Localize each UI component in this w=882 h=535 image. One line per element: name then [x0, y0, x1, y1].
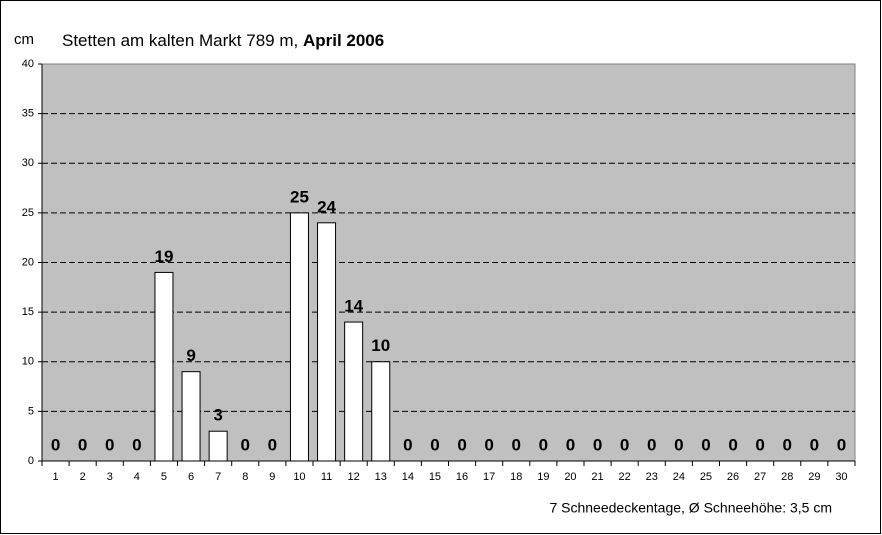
y-tick-label: 25 [22, 207, 34, 219]
x-tick-label: 2 [80, 471, 86, 483]
x-tick-label: 20 [564, 471, 576, 483]
x-tick-label: 29 [808, 471, 820, 483]
value-label: 0 [647, 435, 656, 454]
value-label: 14 [344, 297, 363, 316]
bar [371, 361, 391, 462]
value-label: 0 [674, 435, 683, 454]
x-tick-label: 27 [754, 471, 766, 483]
value-label: 0 [268, 435, 277, 454]
value-label: 0 [810, 435, 819, 454]
x-tick-label: 24 [673, 471, 685, 483]
y-axis-unit: cm [14, 31, 34, 48]
value-label: 0 [701, 435, 710, 454]
value-label: 0 [484, 435, 493, 454]
y-tick-label: 20 [22, 256, 34, 268]
value-label: 0 [403, 435, 412, 454]
x-tick-label: 6 [188, 471, 194, 483]
footnote: 7 Schneedeckentage, Ø Schneehöhe: 3,5 cm [549, 500, 832, 516]
x-tick-label: 11 [321, 471, 332, 483]
value-label: 9 [186, 346, 195, 365]
value-label: 0 [78, 435, 87, 454]
x-tick-label: 26 [727, 471, 739, 483]
x-tick-label: 7 [215, 471, 221, 483]
y-tick-label: 15 [22, 306, 34, 318]
bar [344, 321, 364, 462]
value-label: 0 [837, 435, 846, 454]
y-tick-label: 10 [22, 356, 34, 368]
value-label: 25 [290, 187, 309, 206]
x-tick-label: 12 [348, 471, 360, 483]
value-label: 0 [539, 435, 548, 454]
value-label: 0 [51, 435, 60, 454]
value-label: 0 [783, 435, 792, 454]
title-text: Stetten am kalten Markt 789 m, [62, 31, 298, 50]
value-label: 0 [457, 435, 466, 454]
bar [289, 212, 309, 462]
x-tick-label: 9 [269, 471, 275, 483]
x-tick-label: 19 [537, 471, 549, 483]
value-label: 0 [566, 435, 575, 454]
value-label: 0 [241, 435, 250, 454]
bar [317, 222, 337, 462]
value-label: 3 [213, 406, 222, 425]
x-tick-label: 3 [107, 471, 113, 483]
bar [154, 271, 174, 462]
value-label: 19 [154, 247, 173, 266]
chart-title: Stetten am kalten Markt 789 m, April 200… [62, 31, 384, 50]
value-label: 24 [317, 197, 336, 216]
value-label: 0 [755, 435, 764, 454]
y-tick-label: 30 [22, 157, 34, 169]
x-tick-label: 5 [161, 471, 167, 483]
x-tick-label: 28 [781, 471, 793, 483]
value-label: 10 [371, 336, 390, 355]
x-tick-label: 30 [835, 471, 847, 483]
x-tick-label: 18 [510, 471, 522, 483]
value-label: 0 [593, 435, 602, 454]
bar [208, 430, 228, 462]
y-tick-label: 35 [22, 108, 34, 120]
value-label: 0 [430, 435, 439, 454]
x-tick-label: 22 [619, 471, 631, 483]
x-tick-label: 25 [700, 471, 712, 483]
y-tick-label: 5 [28, 405, 34, 417]
x-tick-label: 17 [483, 471, 495, 483]
x-tick-label: 8 [242, 471, 248, 483]
value-label: 0 [620, 435, 629, 454]
x-tick-label: 4 [134, 471, 140, 483]
x-tick-label: 14 [402, 471, 414, 483]
value-label: 0 [512, 435, 521, 454]
x-tick-label: 16 [456, 471, 468, 483]
x-tick-label: 13 [375, 471, 387, 483]
value-label: 0 [728, 435, 737, 454]
y-tick-label: 0 [28, 455, 34, 467]
bar [181, 371, 201, 462]
value-label: 0 [132, 435, 141, 454]
y-tick-label: 40 [22, 58, 34, 70]
x-tick-label: 1 [52, 471, 58, 483]
x-tick-label: 10 [293, 471, 305, 483]
x-tick-label: 21 [591, 471, 603, 483]
x-tick-label: 23 [646, 471, 658, 483]
x-tick-label: 15 [429, 471, 441, 483]
title-bold: April 2006 [303, 31, 384, 50]
value-label: 0 [105, 435, 114, 454]
